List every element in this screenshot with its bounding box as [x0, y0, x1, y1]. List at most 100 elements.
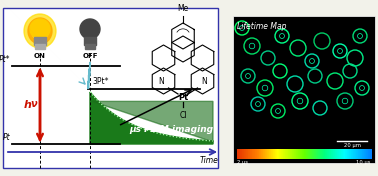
Bar: [370, 149, 371, 159]
Bar: [248, 149, 249, 159]
Bar: [242, 149, 243, 159]
Bar: [320, 149, 321, 159]
Bar: [280, 149, 281, 159]
Bar: [314, 149, 316, 159]
FancyBboxPatch shape: [3, 8, 218, 168]
Bar: [334, 149, 335, 159]
Text: Pt*: Pt*: [0, 55, 10, 64]
Bar: [366, 149, 367, 159]
Bar: [366, 149, 367, 159]
Bar: [336, 149, 337, 159]
Bar: [328, 149, 330, 159]
Bar: [239, 149, 240, 159]
Bar: [371, 149, 372, 159]
Text: 20 μm: 20 μm: [344, 143, 361, 148]
Bar: [85, 44, 95, 49]
Bar: [339, 149, 340, 159]
Bar: [363, 149, 364, 159]
Bar: [365, 149, 366, 159]
Bar: [273, 149, 274, 159]
Bar: [299, 149, 300, 159]
Bar: [276, 149, 277, 159]
Text: N: N: [201, 77, 208, 86]
Text: ON: ON: [34, 53, 46, 59]
Bar: [343, 149, 345, 159]
Text: OFF: OFF: [82, 53, 98, 59]
Text: 3Pt*: 3Pt*: [92, 77, 108, 86]
Text: Time: Time: [200, 156, 219, 165]
Bar: [335, 149, 336, 159]
Bar: [293, 149, 294, 159]
Bar: [250, 149, 251, 159]
Bar: [321, 149, 322, 159]
Bar: [262, 149, 263, 159]
Bar: [353, 149, 354, 159]
Bar: [254, 149, 256, 159]
Bar: [247, 149, 248, 159]
Bar: [255, 149, 256, 159]
Bar: [322, 149, 323, 159]
Text: Pt: Pt: [2, 133, 10, 142]
Bar: [279, 149, 280, 159]
Bar: [239, 149, 240, 159]
Bar: [300, 149, 301, 159]
Bar: [356, 149, 357, 159]
Bar: [259, 149, 260, 159]
Bar: [270, 149, 271, 159]
Bar: [278, 149, 279, 159]
Bar: [302, 149, 304, 159]
Ellipse shape: [80, 19, 100, 39]
Bar: [294, 149, 295, 159]
Bar: [290, 149, 291, 159]
Bar: [325, 149, 326, 159]
Bar: [331, 149, 332, 159]
Bar: [351, 149, 352, 159]
Bar: [246, 149, 248, 159]
Bar: [273, 149, 274, 159]
Bar: [281, 149, 282, 159]
Bar: [338, 149, 339, 159]
Bar: [359, 149, 360, 159]
Bar: [283, 149, 284, 159]
Bar: [352, 149, 353, 159]
Bar: [368, 149, 369, 159]
Bar: [257, 149, 258, 159]
Bar: [348, 149, 349, 159]
Bar: [253, 149, 254, 159]
Bar: [271, 149, 272, 159]
Bar: [260, 149, 262, 159]
Bar: [274, 149, 275, 159]
Bar: [249, 149, 250, 159]
Bar: [282, 149, 283, 159]
Bar: [359, 149, 361, 159]
Bar: [340, 149, 341, 159]
Bar: [296, 149, 297, 159]
Bar: [325, 149, 326, 159]
Bar: [313, 149, 314, 159]
Bar: [341, 149, 342, 159]
Bar: [316, 149, 317, 159]
Bar: [328, 149, 329, 159]
Bar: [350, 149, 351, 159]
Bar: [347, 149, 349, 159]
Bar: [319, 149, 320, 159]
Bar: [319, 149, 320, 159]
Bar: [335, 149, 336, 159]
Bar: [289, 149, 290, 159]
Bar: [317, 149, 318, 159]
Bar: [241, 149, 242, 159]
Bar: [329, 149, 330, 159]
Bar: [267, 149, 268, 159]
Bar: [302, 149, 303, 159]
Bar: [261, 149, 262, 159]
Bar: [337, 149, 338, 159]
Bar: [240, 149, 241, 159]
Bar: [276, 149, 277, 159]
Bar: [246, 149, 247, 159]
Bar: [327, 149, 328, 159]
Bar: [358, 149, 359, 159]
Bar: [353, 149, 355, 159]
Bar: [356, 149, 357, 159]
Bar: [263, 149, 264, 159]
Bar: [240, 149, 242, 159]
